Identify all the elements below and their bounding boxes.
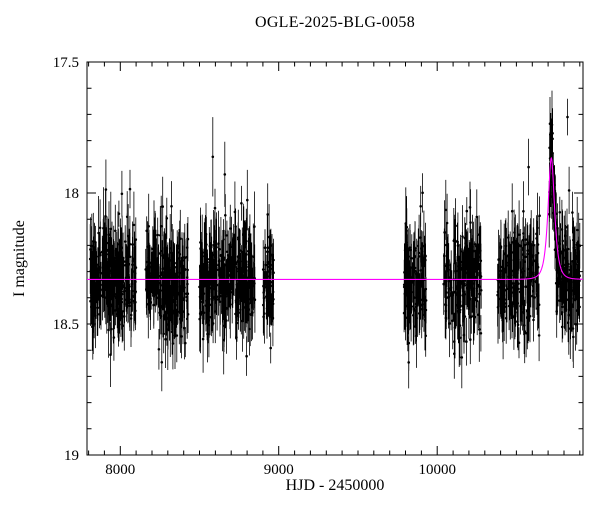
data-points-layer xyxy=(88,115,582,364)
plot-box xyxy=(86,61,584,456)
svg-text:19: 19 xyxy=(64,448,79,464)
error-bars-layer xyxy=(89,90,581,392)
model-curve xyxy=(87,156,583,281)
svg-text:8000: 8000 xyxy=(105,462,135,478)
x-axis-title: HJD - 2450000 xyxy=(285,477,385,494)
svg-text:17.5: 17.5 xyxy=(53,55,79,71)
svg-text:9000: 9000 xyxy=(264,462,294,478)
svg-text:10000: 10000 xyxy=(418,462,456,478)
chart-title: OGLE-2025-BLG-0058 xyxy=(254,14,416,31)
svg-text:18.5: 18.5 xyxy=(53,317,79,333)
axis-ticks xyxy=(87,61,583,456)
axis-tick-labels: 8000 9000 10000 17.5 18 18.5 19 xyxy=(53,55,456,478)
svg-text:18: 18 xyxy=(64,186,79,202)
